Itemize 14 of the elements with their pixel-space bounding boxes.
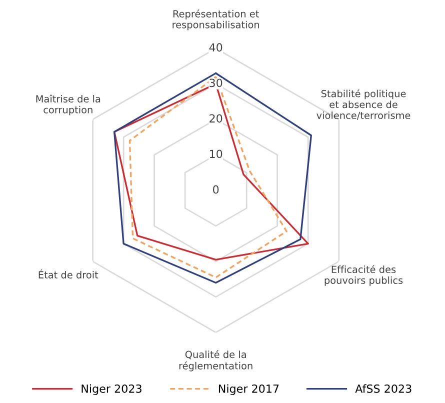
spoke-label: Stabilité politique et absence de violence/terrorisme: [316, 89, 410, 120]
y-tick-label: 10: [210, 150, 222, 158]
y-tick-label: 0: [213, 185, 219, 194]
y-tick-label: 30: [210, 78, 222, 88]
legend-label: Niger 2017: [218, 384, 279, 396]
legend-label: Niger 2023: [82, 384, 142, 396]
spoke-label: Efficacité des pouvoirs publics: [324, 265, 403, 286]
y-tick-label: 20: [210, 114, 222, 123]
spoke-label: Maîtrise de la corruption: [36, 94, 100, 116]
spoke-label: État de droit: [38, 269, 98, 279]
spoke-label: Qualité de la réglementation: [179, 350, 252, 372]
legend-label: AfSS 2023: [355, 384, 412, 393]
spoke-label: Représentation et responsabilisation: [172, 10, 260, 30]
y-tick-label: 40: [209, 43, 222, 52]
